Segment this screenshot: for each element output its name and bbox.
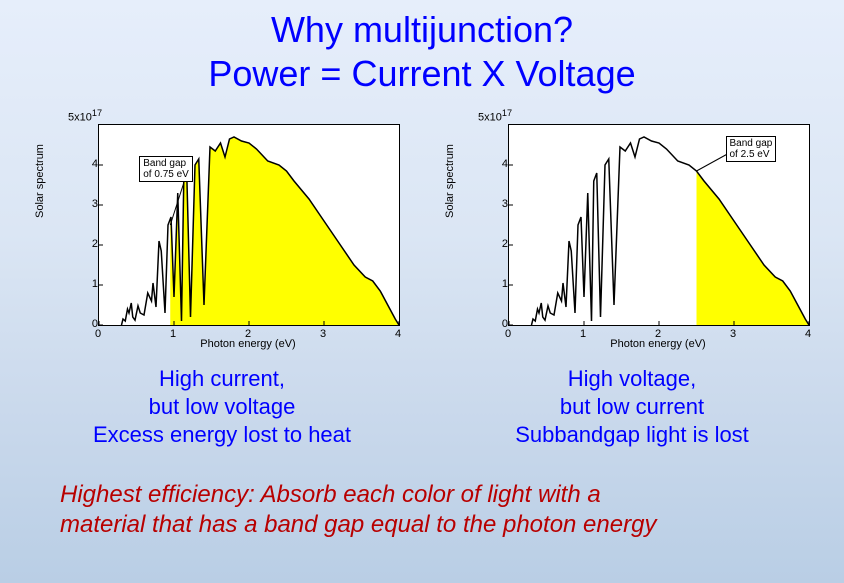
bandgap-callout: Band gapof 0.75 eV [139,156,193,182]
chart-left-ylabel: Solar spectrum [34,144,46,218]
bandgap-callout: Band gapof 2.5 eV [726,136,777,162]
footnote: Highest efficiency: Absorb each color of… [60,480,800,540]
chart-left-svg [99,125,399,325]
chart-right-ylabel: Solar spectrum [444,144,456,218]
chart-right-yexp: 5x1017 [478,108,512,124]
slide-title: Why multijunction? Power = Current X Vol… [0,8,844,96]
caption-right: High voltage, but low current Subbandgap… [442,365,822,449]
chart-left-yexp: 5x1017 [68,108,102,124]
chart-left: 5x1017 Solar spectrum Photon energy (eV)… [32,108,412,353]
title-line-2: Power = Current X Voltage [0,52,844,96]
title-line-1: Why multijunction? [0,8,844,52]
chart-right: 5x1017 Solar spectrum Photon energy (eV)… [442,108,822,353]
caption-left: High current, but low voltage Excess ene… [32,365,412,449]
chart-left-plot [98,124,400,326]
